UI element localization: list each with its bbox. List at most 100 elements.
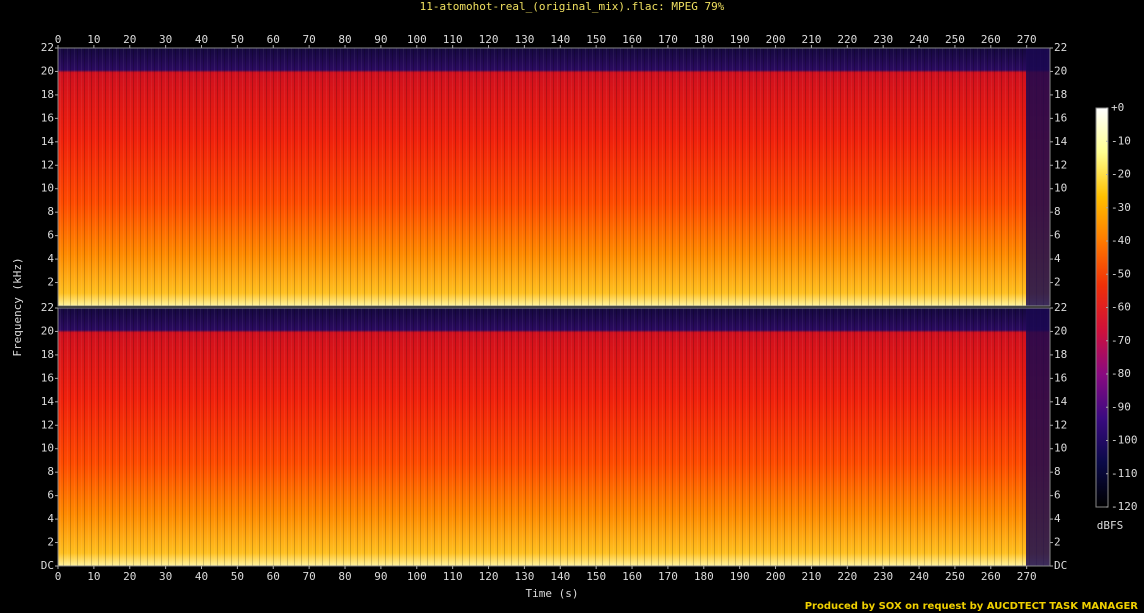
spectrogram-texture (58, 308, 1050, 566)
y-tick-label: 18 (41, 88, 54, 101)
y-tick-label: 10 (41, 442, 54, 455)
y-tick-label: DC (41, 559, 54, 572)
y-axis-label: Frequency (kHz) (11, 257, 24, 356)
spectrogram-texture (58, 48, 1050, 306)
x-tick-label: 270 (1017, 570, 1037, 583)
y-tick-label-right: 14 (1054, 135, 1068, 148)
y-tick-label-right: 6 (1054, 489, 1061, 502)
y-tick-label-right: 10 (1054, 442, 1067, 455)
y-tick-label: 8 (47, 205, 54, 218)
colorbar-tick-label: -60 (1111, 301, 1131, 314)
colorbar-tick-label: -120 (1111, 500, 1138, 513)
x-tick-label: 80 (338, 33, 351, 46)
x-tick-label: 60 (267, 570, 280, 583)
x-tick-label: 70 (303, 33, 316, 46)
y-tick-label: 14 (41, 135, 55, 148)
x-tick-label: 90 (374, 33, 387, 46)
spectrogram-fade (1026, 48, 1050, 306)
colorbar-tick-label: -80 (1111, 367, 1131, 380)
y-tick-label: 18 (41, 348, 54, 361)
y-tick-label-right: 12 (1054, 418, 1067, 431)
x-tick-label: 240 (909, 33, 929, 46)
y-tick-label-right: 8 (1054, 205, 1061, 218)
y-tick-label: 20 (41, 64, 54, 77)
colorbar-tick-label: -50 (1111, 267, 1131, 280)
y-tick-label: 4 (47, 252, 54, 265)
y-tick-label: 12 (41, 418, 54, 431)
y-tick-label-right: 16 (1054, 371, 1067, 384)
y-tick-label: 16 (41, 371, 54, 384)
colorbar-tick-label: -100 (1111, 434, 1138, 447)
x-tick-label: 170 (658, 33, 678, 46)
x-tick-label: 150 (586, 33, 606, 46)
x-tick-label: 220 (837, 570, 857, 583)
x-tick-label: 200 (766, 570, 786, 583)
y-tick-label-right: 6 (1054, 229, 1061, 242)
x-tick-label: 210 (801, 33, 821, 46)
x-tick-label: 110 (443, 33, 463, 46)
x-tick-label: 180 (694, 33, 714, 46)
y-tick-label: 16 (41, 111, 54, 124)
x-tick-label: 0 (55, 33, 62, 46)
x-tick-label: 110 (443, 570, 463, 583)
plot-frame (57, 307, 1051, 567)
y-tick-label: 6 (47, 489, 54, 502)
y-tick-label: 12 (41, 158, 54, 171)
x-tick-label: 150 (586, 570, 606, 583)
y-tick-label-right: 20 (1054, 64, 1067, 77)
x-tick-label: 10 (87, 33, 100, 46)
x-tick-label: 30 (159, 570, 172, 583)
colorbar-tick-label: -70 (1111, 334, 1131, 347)
x-tick-label: 0 (55, 570, 62, 583)
colorbar-tick-label: -30 (1111, 201, 1131, 214)
y-tick-label: 10 (41, 182, 54, 195)
x-tick-label: 100 (407, 570, 427, 583)
x-tick-label: 140 (550, 33, 570, 46)
y-tick-label: 22 (41, 41, 54, 54)
x-tick-label: 160 (622, 570, 642, 583)
y-tick-label-right: 8 (1054, 465, 1061, 478)
x-tick-label: 210 (801, 570, 821, 583)
x-tick-label: 130 (514, 33, 534, 46)
y-tick-label-right: 22 (1054, 301, 1067, 314)
x-tick-label: 230 (873, 570, 893, 583)
x-tick-label: 50 (231, 33, 244, 46)
colorbar-label: dBFS (1097, 519, 1124, 532)
y-tick-label-right: 18 (1054, 88, 1067, 101)
y-tick-label: 20 (41, 324, 54, 337)
x-tick-label: 130 (514, 570, 534, 583)
y-tick-label: 4 (47, 512, 54, 525)
footer: Produced by SOX on request by AUCDTECT T… (805, 601, 1139, 612)
x-tick-label: 30 (159, 33, 172, 46)
x-tick-label: 190 (730, 570, 750, 583)
colorbar-tick-label: -40 (1111, 234, 1131, 247)
y-tick-label-right: 4 (1054, 252, 1061, 265)
x-tick-label: 240 (909, 570, 929, 583)
x-tick-label: 140 (550, 570, 570, 583)
x-tick-label: 120 (479, 33, 499, 46)
x-tick-label: 200 (766, 33, 786, 46)
x-tick-label: 190 (730, 33, 750, 46)
spectrogram-fade (1026, 308, 1050, 566)
chart-title: 11-atomohot-real_(original_mix).flac: MP… (420, 0, 725, 13)
x-tick-label: 180 (694, 570, 714, 583)
colorbar-tick-label: -90 (1111, 400, 1131, 413)
x-tick-label: 250 (945, 570, 965, 583)
x-tick-label: 50 (231, 570, 244, 583)
plot-frame (57, 47, 1051, 307)
x-tick-label: 100 (407, 33, 427, 46)
y-tick-label-right: 22 (1054, 41, 1067, 54)
x-tick-label: 270 (1017, 33, 1037, 46)
x-axis-label: Time (s) (526, 587, 579, 600)
x-tick-label: 20 (123, 33, 136, 46)
x-tick-label: 260 (981, 570, 1001, 583)
y-tick-label: 2 (47, 276, 54, 289)
y-tick-label-right: 18 (1054, 348, 1067, 361)
x-tick-label: 250 (945, 33, 965, 46)
y-tick-label: 8 (47, 465, 54, 478)
colorbar-tick-label: -20 (1111, 168, 1131, 181)
y-tick-label-right: 2 (1054, 276, 1061, 289)
y-tick-label: 22 (41, 301, 54, 314)
x-tick-label: 170 (658, 570, 678, 583)
